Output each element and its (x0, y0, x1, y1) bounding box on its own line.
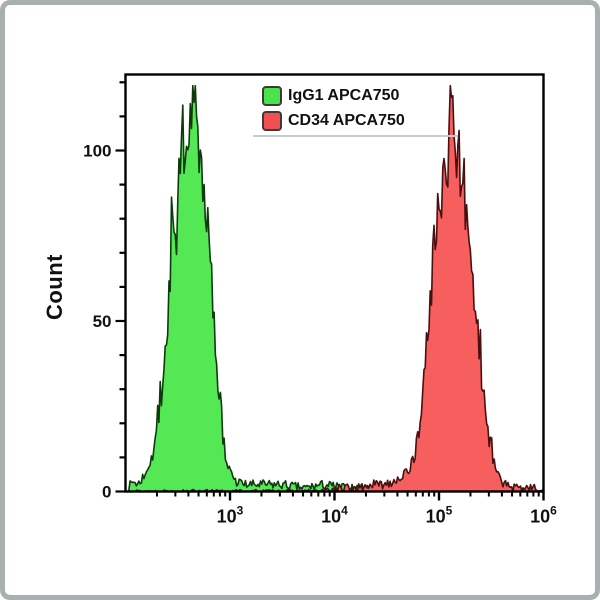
legend-item-igg1: IgG1 APCA750 (262, 83, 405, 108)
x-tick-label: 103 (217, 504, 244, 527)
y-tick-label: 100 (83, 142, 111, 161)
legend-label-cd34: CD34 APCA750 (288, 111, 405, 129)
legend-swatch-green (262, 85, 282, 106)
legend-divider (253, 135, 458, 137)
y-axis-title: Count (42, 253, 67, 321)
legend-item-cd34: CD34 APCA750 (262, 108, 405, 133)
y-axis: 0 50 100 (83, 81, 125, 502)
x-tick-label: 106 (530, 504, 557, 527)
legend: IgG1 APCA750 CD34 APCA750 (262, 83, 405, 133)
y-tick-label: 50 (93, 312, 112, 331)
legend-label-igg1: IgG1 APCA750 (288, 86, 400, 104)
legend-swatch-red (262, 110, 282, 131)
x-tick-label: 104 (321, 504, 348, 527)
x-axis: 103 104 105 106 (155, 491, 557, 527)
y-tick-label: 0 (102, 483, 111, 502)
x-tick-label: 105 (426, 504, 453, 527)
